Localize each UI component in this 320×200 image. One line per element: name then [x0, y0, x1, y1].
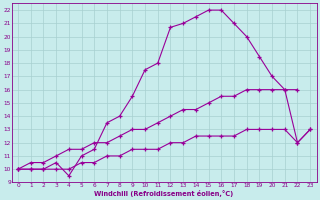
X-axis label: Windchill (Refroidissement éolien,°C): Windchill (Refroidissement éolien,°C) [94, 190, 234, 197]
